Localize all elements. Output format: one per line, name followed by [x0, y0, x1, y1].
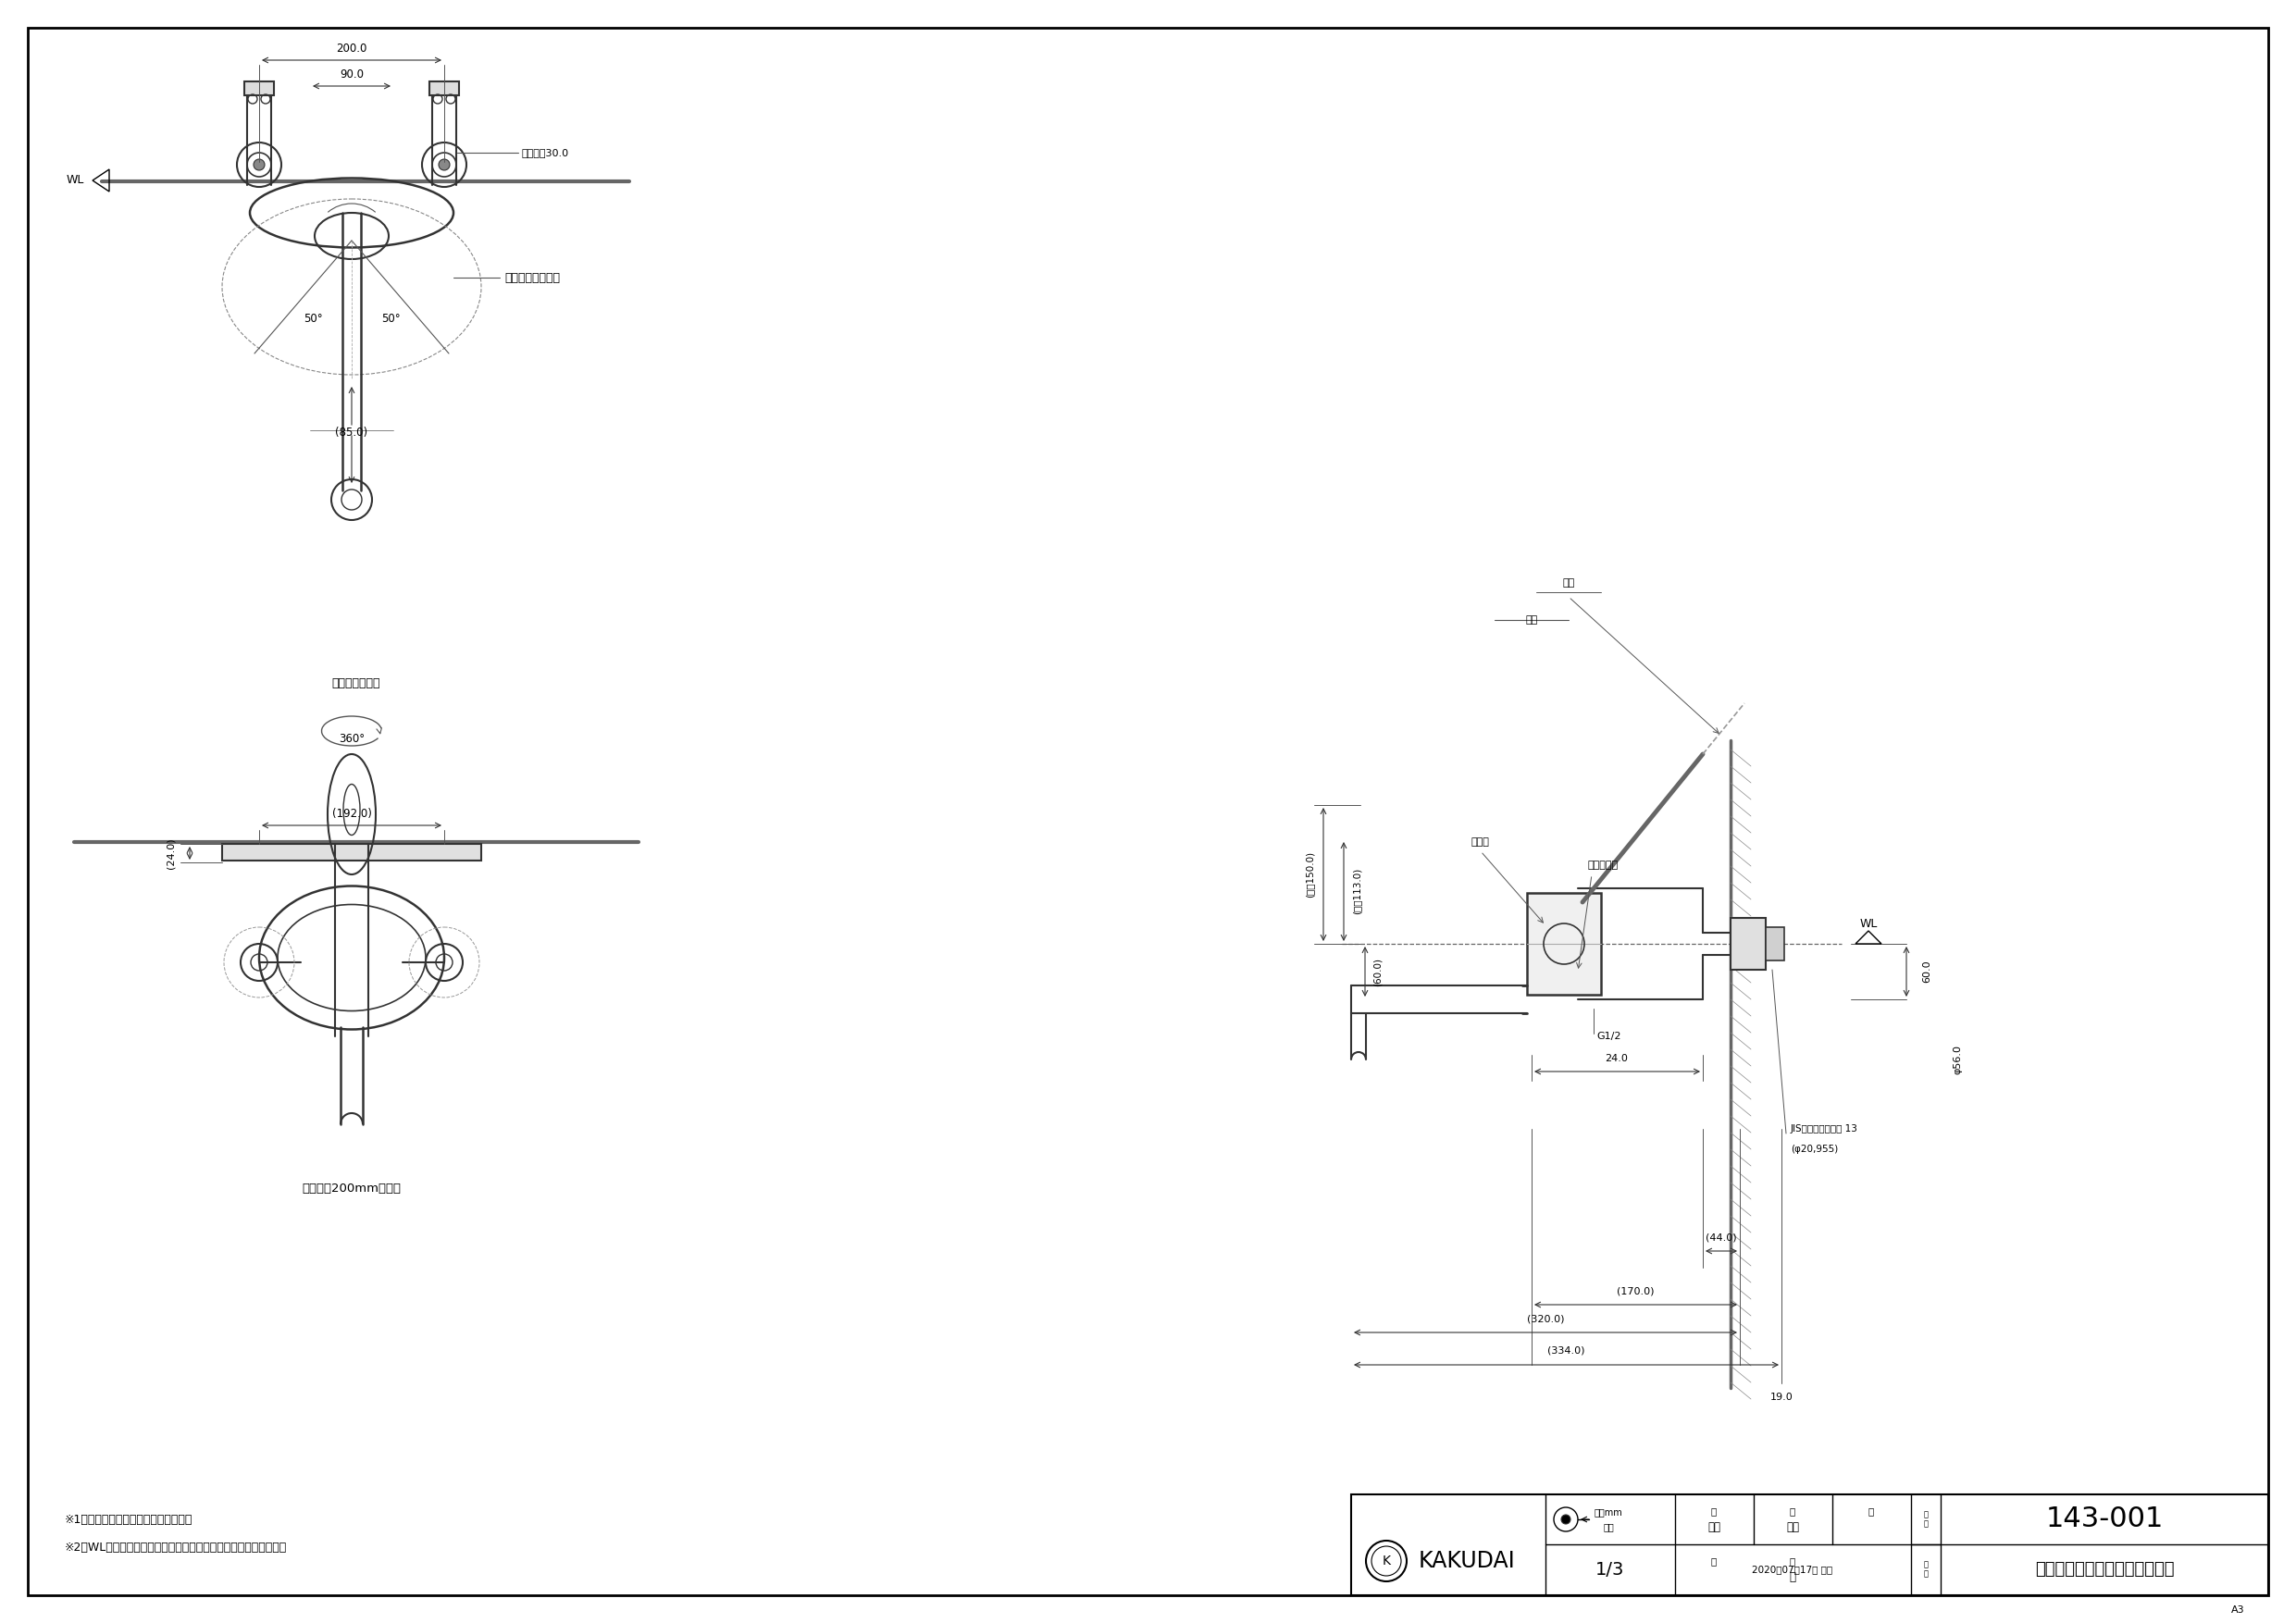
Text: 90.0: 90.0	[340, 68, 363, 80]
Text: G1/2: G1/2	[1596, 1032, 1621, 1040]
Text: (85.0): (85.0)	[335, 427, 367, 440]
Text: シャワー側: シャワー側	[1587, 860, 1619, 870]
Bar	[223, 844, 482, 860]
Text: 60.0: 60.0	[1922, 961, 1931, 984]
Text: 番
号: 番 号	[1924, 1511, 1929, 1529]
Circle shape	[439, 159, 450, 170]
Text: 50°: 50°	[303, 313, 321, 325]
Text: (44.0): (44.0)	[1706, 1232, 1736, 1242]
Bar	[429, 81, 459, 96]
Text: 吐水側: 吐水側	[1472, 837, 1490, 847]
Text: WL: WL	[67, 174, 85, 187]
Text: 山田: 山田	[1786, 1522, 1800, 1534]
Text: 143-001: 143-001	[2046, 1506, 2163, 1532]
Text: (全高150.0): (全高150.0)	[1304, 850, 1313, 898]
Text: (60.0): (60.0)	[1373, 958, 1382, 985]
Text: 2020年07月17日 作成: 2020年07月17日 作成	[1752, 1565, 1832, 1574]
Text: 200.0: 200.0	[335, 42, 367, 54]
Text: KAKUDAI: KAKUDAI	[1419, 1550, 1515, 1573]
Text: A3: A3	[2232, 1605, 2245, 1615]
Text: WL: WL	[1860, 917, 1878, 930]
Text: 止水: 止水	[1564, 578, 1575, 588]
Text: 祝: 祝	[1789, 1571, 1795, 1584]
Bar	[243, 81, 273, 96]
Text: JIS給水栓取付ねじ 13: JIS給水栓取付ねじ 13	[1791, 1125, 1857, 1133]
Text: 19.0: 19.0	[1770, 1393, 1793, 1402]
Text: K: K	[1382, 1555, 1391, 1568]
Text: 検: 検	[1789, 1506, 1795, 1516]
Bar	[1766, 927, 1784, 961]
Circle shape	[253, 159, 264, 170]
Text: 50°: 50°	[381, 313, 400, 325]
Text: 六角対辺30.0: 六角対辺30.0	[521, 148, 569, 157]
Text: (334.0): (334.0)	[1548, 1347, 1584, 1355]
Text: ※1　（　）内寸法は参考寸法である。: ※1 （ ）内寸法は参考寸法である。	[64, 1514, 193, 1526]
Text: 360°: 360°	[338, 732, 365, 745]
Text: (φ20,955): (φ20,955)	[1791, 1144, 1839, 1154]
Text: ハンドル回転角度: ハンドル回転角度	[505, 271, 560, 284]
Text: (320.0): (320.0)	[1527, 1315, 1564, 1323]
Circle shape	[1561, 1514, 1570, 1524]
Text: 取付芯々200mmの場合: 取付芯々200mmの場合	[303, 1183, 402, 1195]
Bar	[1350, 1495, 2268, 1595]
Text: 製: 製	[1711, 1506, 1717, 1516]
Text: 24.0: 24.0	[1605, 1053, 1628, 1063]
Text: 認: 認	[1789, 1556, 1795, 1566]
Text: φ56.0: φ56.0	[1952, 1045, 1961, 1074]
Text: ※2　WLからの水栓寸法はクランクのねじ込み幅により変化する。: ※2 WLからの水栓寸法はクランクのねじ込み幅により変化する。	[64, 1542, 287, 1555]
Text: 品
名: 品 名	[1924, 1560, 1929, 1578]
Bar	[1527, 893, 1600, 995]
Text: (本体113.0): (本体113.0)	[1352, 868, 1362, 914]
Bar	[1731, 919, 1766, 969]
Text: (170.0): (170.0)	[1616, 1285, 1653, 1295]
Text: 給水: 給水	[1525, 615, 1538, 625]
Text: 承: 承	[1711, 1556, 1717, 1566]
Text: 黒崎: 黒崎	[1708, 1522, 1720, 1534]
Text: 吐水口回転角度: 吐水口回転角度	[333, 677, 381, 688]
Text: 1/3: 1/3	[1596, 1561, 1626, 1578]
Text: (24.0): (24.0)	[168, 837, 177, 868]
Text: 単位mm: 単位mm	[1593, 1508, 1623, 1516]
Text: 図: 図	[1869, 1506, 1874, 1516]
Text: シングルレバーシャワー混合栓: シングルレバーシャワー混合栓	[2034, 1561, 2174, 1578]
Text: 尺度: 尺度	[1603, 1522, 1614, 1532]
Text: (192.0): (192.0)	[333, 807, 372, 820]
